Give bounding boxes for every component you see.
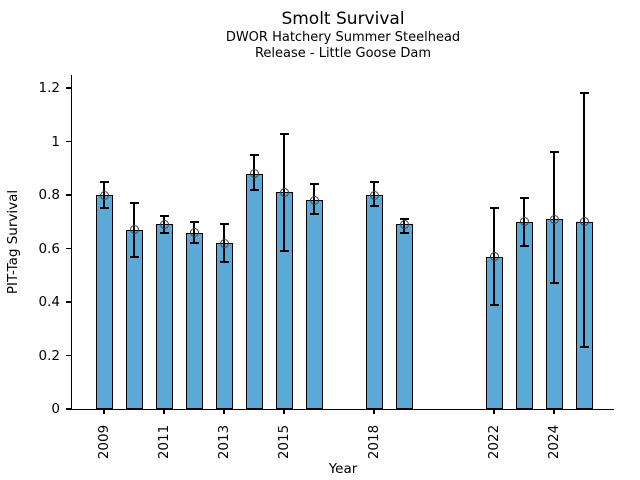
point-marker-2012 <box>189 228 199 237</box>
x-tick-label-2018: 2018 <box>366 424 383 460</box>
error-cap-low-2016 <box>309 212 319 215</box>
y-tick-1 <box>65 140 72 143</box>
chart-subtitle-line1: DWOR Hatchery Summer Steelhead <box>225 30 461 45</box>
x-tick-2018 <box>373 409 375 414</box>
y-axis-spine <box>70 75 72 410</box>
x-tick-label-2011: 2011 <box>156 424 173 460</box>
point-marker-2025 <box>579 217 589 227</box>
error-cap-low-2009 <box>99 207 109 210</box>
x-tick-label-2022: 2022 <box>486 424 503 460</box>
x-axis-label-block: Year <box>72 461 614 477</box>
y-tick-0 <box>65 408 72 410</box>
y-tick-0.8 <box>65 194 72 196</box>
y-tick-1.2 <box>65 87 72 89</box>
y-tick-label-0.4: 0.4 <box>38 294 60 311</box>
bar-2018 <box>365 195 383 409</box>
error-cap-high-2016 <box>309 183 319 186</box>
error-cap-high-2024 <box>549 151 559 154</box>
point-marker-2023 <box>519 217 529 227</box>
point-marker-2018 <box>369 190 379 200</box>
y-tick-0.4 <box>65 301 72 303</box>
y-tick-label-0.6: 0.6 <box>38 240 60 257</box>
bar-2019 <box>395 224 413 409</box>
error-cap-low-2022 <box>489 303 499 306</box>
x-axis-spine <box>70 408 614 410</box>
error-cap-high-2011 <box>159 215 169 218</box>
point-marker-2011 <box>159 219 169 229</box>
point-marker-2022 <box>489 252 499 262</box>
chart-subtitle-line2: Release - Little Goose Dam <box>254 45 432 61</box>
error-cap-high-2023 <box>519 196 529 199</box>
bar-2013 <box>215 243 233 409</box>
error-cap-high-2009 <box>99 180 109 183</box>
error-cap-high-2014 <box>249 153 259 156</box>
y-tick-label-1.2: 1.2 <box>38 80 60 97</box>
error-cap-high-2025 <box>579 92 589 95</box>
y-tick-label-0.8: 0.8 <box>38 187 60 204</box>
error-cap-high-2018 <box>369 180 379 183</box>
bar-2009 <box>95 195 113 409</box>
y-tick-label-0: 0 <box>51 401 60 417</box>
chart-title: Smolt Survival <box>281 9 405 29</box>
bar-2011 <box>155 224 173 409</box>
x-tick-2015 <box>283 409 285 414</box>
bar-2014 <box>245 173 263 409</box>
y-tick-0.2 <box>65 354 72 357</box>
x-tick-label-2009: 2009 <box>96 424 113 460</box>
error-cap-low-2025 <box>579 346 589 349</box>
point-marker-2019 <box>399 219 409 229</box>
error-cap-high-2010 <box>129 202 139 205</box>
error-cap-high-2013 <box>219 223 229 226</box>
point-marker-2014 <box>249 169 259 179</box>
point-marker-2024 <box>549 214 559 224</box>
error-cap-low-2024 <box>549 282 559 285</box>
error-cap-low-2014 <box>249 188 259 191</box>
error-cap-low-2011 <box>159 231 169 234</box>
point-marker-2015 <box>279 187 289 197</box>
x-tick-label-2015: 2015 <box>276 424 293 460</box>
x-tick-2009 <box>103 409 105 414</box>
x-tick-2024 <box>553 409 555 414</box>
error-cap-low-2010 <box>129 255 139 258</box>
error-cap-low-2013 <box>219 260 229 263</box>
plot-area: 2009 2011 2013 2015 2018 2022 2024 0 0.2 0.4 0.6 0.… <box>39 75 614 459</box>
point-marker-2009 <box>99 190 109 200</box>
error-cap-high-2012 <box>189 220 199 223</box>
x-tick-2011 <box>163 409 165 414</box>
y-tick-label-0.2: 0.2 <box>38 347 60 364</box>
error-cap-low-2023 <box>519 244 529 247</box>
error-cap-low-2012 <box>189 242 199 245</box>
y-tick-label-1: 1 <box>51 133 60 150</box>
bar-2016 <box>305 200 323 409</box>
bar-2012 <box>185 232 203 409</box>
bar-2023 <box>515 221 533 409</box>
title-block: Smolt Survival DWOR Hatchery Summer Stee… <box>72 8 614 61</box>
x-tick-label-2024: 2024 <box>546 424 562 460</box>
point-marker-2013 <box>219 238 229 248</box>
point-marker-2010 <box>129 225 139 235</box>
point-marker-2016 <box>309 195 319 205</box>
x-tick-label-2013: 2013 <box>216 424 233 460</box>
y-tick-0.6 <box>65 247 72 250</box>
x-axis-label: Year <box>328 461 358 477</box>
error-cap-high-2022 <box>489 207 499 210</box>
error-cap-high-2015 <box>279 132 289 135</box>
x-tick-2013 <box>223 409 225 414</box>
error-cap-low-2019 <box>399 231 409 234</box>
x-tick-2022 <box>493 409 495 414</box>
error-cap-high-2019 <box>399 218 409 221</box>
error-cap-low-2015 <box>279 250 289 253</box>
error-cap-low-2018 <box>369 204 379 207</box>
